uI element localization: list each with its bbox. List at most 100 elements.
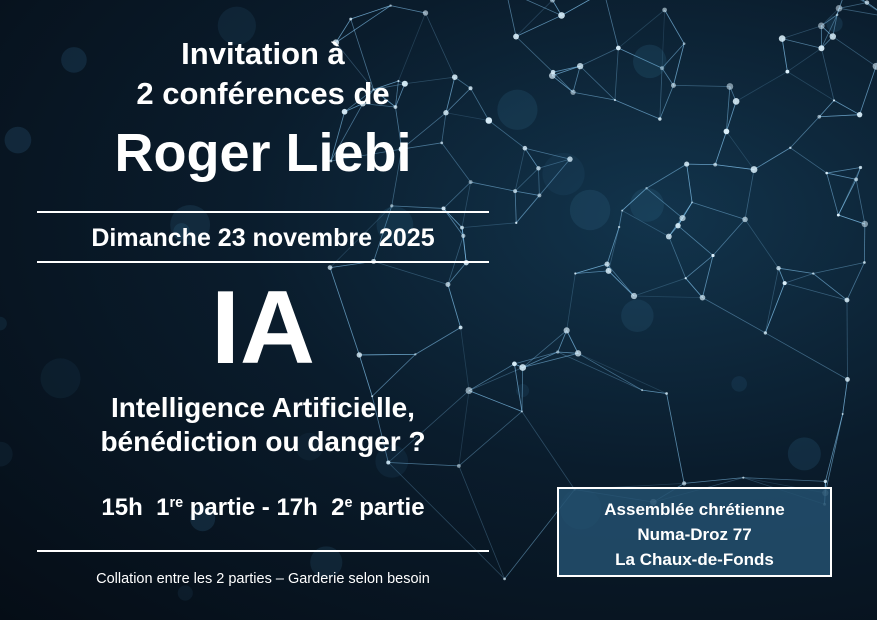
network-node xyxy=(732,98,740,105)
network-node xyxy=(570,89,576,95)
network-line xyxy=(821,8,840,27)
network-line xyxy=(514,168,539,192)
network-line xyxy=(557,330,568,353)
network-line xyxy=(702,297,766,334)
network-line xyxy=(441,112,447,143)
network-line xyxy=(443,208,464,237)
network-line xyxy=(454,76,471,89)
network-line xyxy=(664,9,685,44)
network-line xyxy=(552,65,581,73)
network-line xyxy=(458,411,523,467)
network-line xyxy=(659,85,674,120)
network-line xyxy=(633,295,703,299)
network-node xyxy=(621,209,624,212)
network-line xyxy=(855,179,866,225)
network-node xyxy=(461,233,466,238)
network-line xyxy=(561,0,590,16)
network-line xyxy=(826,172,857,180)
network-line xyxy=(861,0,868,3)
network-line xyxy=(838,214,865,225)
bokeh-dot xyxy=(787,437,821,471)
network-line xyxy=(824,413,844,482)
network-line xyxy=(447,284,461,328)
network-node xyxy=(445,281,451,287)
network-line xyxy=(391,205,444,209)
network-line xyxy=(642,389,667,394)
network-line xyxy=(661,9,666,69)
part-1-number: 1 xyxy=(156,494,170,521)
network-node xyxy=(835,4,843,12)
network-line xyxy=(468,363,515,391)
network-node xyxy=(513,33,519,40)
network-node xyxy=(845,377,850,382)
network-node xyxy=(818,22,825,30)
network-node xyxy=(864,0,870,5)
topic-subtitle-line1: Intelligence Artificielle, xyxy=(111,392,415,423)
network-line xyxy=(390,5,426,14)
network-line xyxy=(684,477,744,484)
network-line xyxy=(441,142,471,183)
divider-bottom xyxy=(37,550,489,552)
network-line xyxy=(837,167,861,216)
network-line xyxy=(778,268,786,284)
network-node xyxy=(537,193,542,198)
network-node xyxy=(617,225,621,229)
network-node xyxy=(371,395,374,398)
topic-title: IA xyxy=(211,270,315,386)
network-node xyxy=(823,479,828,484)
network-line xyxy=(606,226,620,265)
network-line xyxy=(373,260,449,285)
network-node xyxy=(679,214,686,222)
network-line xyxy=(614,99,661,120)
network-node xyxy=(825,171,829,175)
network-line xyxy=(362,89,374,104)
network-line xyxy=(552,65,581,77)
network-line xyxy=(454,76,471,89)
topic-subtitle-line2: bénédiction ou danger ? xyxy=(100,426,426,457)
network-line xyxy=(661,67,674,86)
network-node xyxy=(785,69,790,74)
bokeh-dot xyxy=(170,204,211,245)
network-line xyxy=(524,147,539,169)
network-line xyxy=(621,187,647,211)
network-line xyxy=(572,91,616,101)
network-line xyxy=(686,164,693,203)
network-line xyxy=(515,15,562,37)
network-line xyxy=(855,167,861,180)
network-line xyxy=(621,210,670,237)
network-line xyxy=(468,367,523,391)
network-line xyxy=(673,84,730,87)
bokeh-dot xyxy=(40,358,81,399)
network-node xyxy=(574,350,582,357)
network-line xyxy=(646,163,687,189)
network-node xyxy=(393,105,398,109)
network-line xyxy=(443,181,471,209)
network-line xyxy=(784,273,814,284)
network-line xyxy=(371,354,416,397)
network-line xyxy=(824,413,844,494)
network-line xyxy=(447,262,467,285)
network-line xyxy=(861,0,868,3)
network-node xyxy=(458,325,463,330)
venue-name: Assemblée chrétienne xyxy=(604,500,785,519)
network-line xyxy=(668,236,687,279)
network-line xyxy=(395,80,399,108)
network-line xyxy=(826,172,839,216)
network-line xyxy=(390,5,426,14)
network-line xyxy=(443,208,464,237)
network-line xyxy=(514,363,523,412)
network-line xyxy=(819,114,860,118)
network-line xyxy=(415,327,461,355)
network-line xyxy=(362,89,374,104)
event-date: Dimanche 23 novembre 2025 xyxy=(91,224,435,252)
network-line xyxy=(538,168,540,196)
network-line xyxy=(373,89,396,108)
bokeh-dot xyxy=(295,432,324,461)
divider-top xyxy=(37,211,489,213)
network-node xyxy=(414,353,417,356)
network-line xyxy=(445,77,456,113)
network-node xyxy=(662,7,667,13)
network-node xyxy=(665,392,668,395)
network-line xyxy=(661,43,685,69)
network-line xyxy=(633,277,686,297)
